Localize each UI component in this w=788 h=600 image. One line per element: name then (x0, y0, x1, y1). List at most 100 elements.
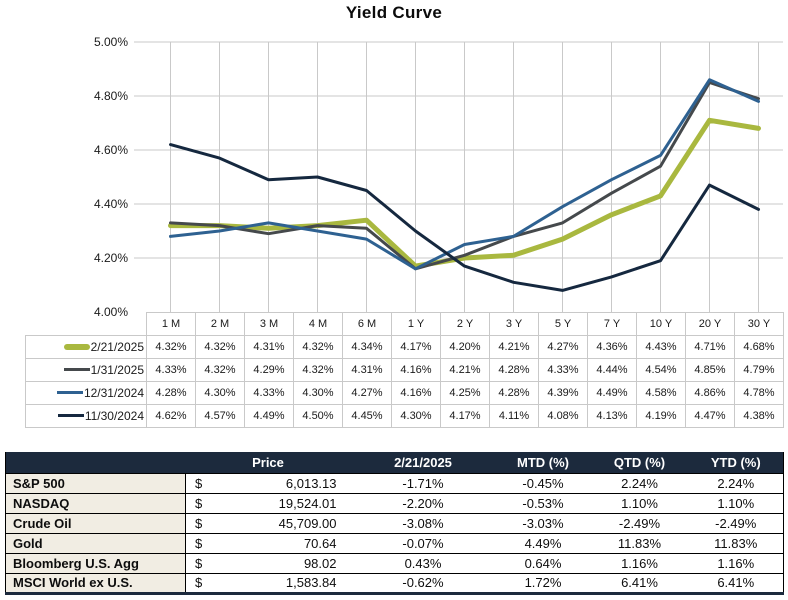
yield-value: 4.32% (195, 358, 245, 382)
market-row: Bloomberg U.S. Agg $98.02 0.43% 0.64% 1.16% 1… (5, 552, 784, 573)
series-line-1-31-2025 (169, 81, 760, 271)
legend-line-swatch-icon (63, 343, 90, 350)
series-row: 1/31/2025 4.33% 4.32% 4.29% 4.32% 4.31% 4.16% 4… (25, 358, 784, 382)
series-row: 2/21/2025 4.32% 4.32% 4.31% 4.32% 4.34% 4.17% 4… (25, 335, 784, 359)
yield-value: 4.25% (440, 381, 490, 405)
series-line-11-30-2024 (169, 143, 760, 292)
x-axis-label: 3 Y (489, 312, 539, 336)
qtd-value: 2.24% (590, 472, 689, 493)
yield-value: 4.31% (342, 358, 392, 382)
market-row: Gold $70.64 -0.07% 4.49% 11.83% 11.83% (5, 532, 784, 553)
legend-line-swatch-icon (63, 368, 90, 372)
y-axis-tick-label: 4.80% (94, 89, 128, 103)
yield-curve-chart: 5.00%4.80%4.60%4.40%4.20%4.00% (94, 35, 783, 319)
ytd-value: 1.16% (688, 552, 784, 573)
series-legend-cell: 12/31/2024 (25, 381, 147, 405)
qtd-value: 1.10% (590, 492, 689, 513)
yield-value: 4.86% (685, 381, 735, 405)
market-row: NASDAQ $19,524.01 -2.20% -0.53% 1.10% 1.10% (5, 492, 784, 513)
x-axis-label: 20 Y (685, 312, 735, 336)
day-change-value: -0.07% (350, 532, 496, 553)
yield-value: 4.33% (538, 358, 588, 382)
yield-value: 4.45% (342, 404, 392, 428)
yield-value: 4.54% (636, 358, 686, 382)
asset-name: Crude Oil (5, 512, 186, 533)
yield-value: 4.47% (685, 404, 735, 428)
yield-value: 4.11% (489, 404, 539, 428)
yield-value: 4.17% (440, 404, 490, 428)
market-header-ytd: YTD (%) (688, 452, 784, 473)
market-header-row: Price 2/21/2025 MTD (%) QTD (%) YTD (%) (5, 452, 784, 473)
yield-value: 4.49% (587, 381, 637, 405)
yield-value: 4.39% (538, 381, 588, 405)
day-change-value: -1.71% (350, 472, 496, 493)
yield-value: 4.71% (685, 335, 735, 359)
yield-value: 4.38% (734, 404, 784, 428)
yield-value: 4.62% (146, 404, 196, 428)
market-row: MSCI World ex U.S. $1,583.84 -0.62% 1.72% 6.… (5, 572, 784, 593)
mtd-value: 0.64% (495, 552, 591, 573)
yield-value: 4.57% (195, 404, 245, 428)
yield-value: 4.32% (146, 335, 196, 359)
currency-symbol: $ (185, 512, 216, 533)
day-change-value: 0.43% (350, 552, 496, 573)
mtd-value: 1.72% (495, 572, 591, 593)
x-axis-label: 5 Y (538, 312, 588, 336)
x-axis-label: 10 Y (636, 312, 686, 336)
yield-value: 4.32% (293, 358, 343, 382)
yield-value: 4.33% (244, 381, 294, 405)
yield-value: 4.30% (293, 381, 343, 405)
mtd-value: -3.03% (495, 512, 591, 533)
yield-value: 4.27% (538, 335, 588, 359)
currency-symbol: $ (185, 472, 216, 493)
market-header-price: Price (185, 452, 351, 473)
yield-value: 4.17% (391, 335, 441, 359)
market-summary-table: Price 2/21/2025 MTD (%) QTD (%) YTD (%) S&P 5… (5, 452, 784, 595)
yield-value: 4.28% (146, 381, 196, 405)
qtd-value: -2.49% (590, 512, 689, 533)
currency-symbol: $ (185, 552, 216, 573)
yield-value: 4.21% (489, 335, 539, 359)
ytd-value: 1.10% (688, 492, 784, 513)
ytd-value: 6.41% (688, 572, 784, 593)
yield-value: 4.16% (391, 358, 441, 382)
series-name: 12/31/2024 (83, 386, 144, 400)
yield-value: 4.28% (489, 381, 539, 405)
series-name: 1/31/2025 (90, 363, 144, 377)
yield-value: 4.27% (342, 381, 392, 405)
yield-value: 4.31% (244, 335, 294, 359)
price-value: 19,524.01 (215, 492, 351, 513)
mtd-value: -0.45% (495, 472, 591, 493)
yield-value: 4.13% (587, 404, 637, 428)
series-line-12-31-2024 (169, 78, 760, 271)
axis-corner-cell (26, 313, 147, 336)
series-name: 2/21/2025 (90, 340, 144, 354)
y-axis-tick-label: 5.00% (94, 35, 128, 49)
yield-value: 4.32% (293, 335, 343, 359)
legend-line-swatch-icon (56, 391, 83, 395)
series-legend-cell: 1/31/2025 (25, 358, 147, 382)
price-value: 45,709.00 (215, 512, 351, 533)
qtd-value: 6.41% (590, 572, 689, 593)
price-value: 70.64 (215, 532, 351, 553)
qtd-value: 11.83% (590, 532, 689, 553)
x-axis-label: 2 Y (440, 312, 490, 336)
market-row: Crude Oil $45,709.00 -3.08% -3.03% -2.49% -2.… (5, 512, 784, 533)
yield-value: 4.30% (391, 404, 441, 428)
day-change-value: -3.08% (350, 512, 496, 533)
price-value: 1,583.84 (215, 572, 351, 593)
yield-value: 4.78% (734, 381, 784, 405)
asset-name: Bloomberg U.S. Agg (5, 552, 186, 573)
yield-value: 4.79% (734, 358, 784, 382)
yield-value: 4.20% (440, 335, 490, 359)
market-row: S&P 500 $6,013.13 -1.71% -0.45% 2.24% 2.24% (5, 472, 784, 493)
x-axis-label: 1 Y (391, 312, 441, 336)
ytd-value: 11.83% (688, 532, 784, 553)
series-row: 12/31/2024 4.28% 4.30% 4.33% 4.30% 4.27% 4.16%… (25, 381, 784, 405)
x-axis-label: 3 M (244, 312, 294, 336)
y-axis-tick-label: 4.20% (94, 251, 128, 265)
price-value: 6,013.13 (215, 472, 351, 493)
asset-name: MSCI World ex U.S. (5, 572, 186, 593)
